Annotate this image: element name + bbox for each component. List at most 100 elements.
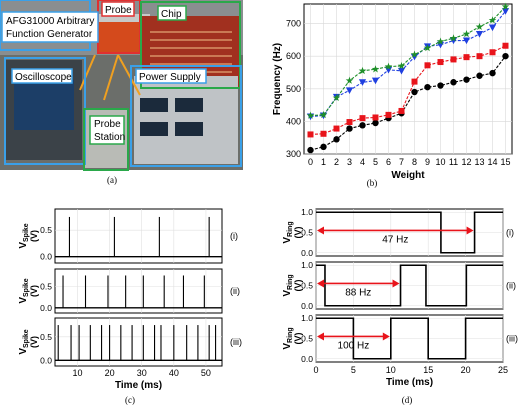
y-tick-label: 700: [286, 19, 301, 29]
series-0-point: [411, 88, 418, 96]
series-3-point: [436, 37, 445, 45]
y-axis-label-unit: (V): [293, 227, 303, 239]
photo-power-supply-device: [134, 76, 238, 164]
series-0-point: [437, 82, 444, 89]
photo-psu-display-3: [140, 122, 168, 136]
label-box-probe-station: [89, 115, 125, 145]
label-generator-line2: Function Generator: [6, 29, 93, 40]
series-1-point: [424, 62, 431, 69]
series-3-point: [332, 93, 341, 102]
series-1-point: [489, 49, 496, 56]
series-1-point: [450, 56, 457, 63]
x-axis-label: Time (ms): [386, 377, 433, 388]
subplot-tag: (ii): [230, 286, 240, 296]
series-0-point: [424, 83, 431, 91]
series-2-point: [488, 24, 497, 32]
frequency-annotation: 47 Hz: [382, 234, 408, 245]
series-0-point: [502, 52, 509, 60]
y-axis-label-main: VSpike: [18, 329, 30, 354]
label-generator-line1: AFG31000 Arbitrary: [6, 16, 94, 27]
series-1-point: [359, 115, 366, 122]
series-1-point: [476, 53, 483, 60]
frequency-annotation: 88 Hz: [345, 287, 371, 298]
series-2-point: [397, 67, 406, 75]
y-axis-label-group: VRing (V): [282, 221, 303, 243]
period-arrow-head-left: [317, 332, 324, 341]
series-2-point: [358, 79, 367, 86]
series-3-line: [310, 6, 506, 117]
label-box-power-supply: [135, 68, 207, 84]
x-tick-label: 2: [334, 157, 339, 167]
series-3-point: [488, 16, 497, 24]
y-tick-label: 0.5: [40, 332, 52, 342]
label-box-generator: [1, 11, 99, 43]
x-tick-label: 7: [399, 157, 404, 167]
frame-chip: [140, 1, 241, 89]
period-arrow-head-left: [317, 279, 324, 288]
series-0-point: [333, 136, 340, 143]
y-tick-label: 600: [286, 51, 301, 61]
y-tick-label: 0.0: [301, 248, 313, 258]
y-axis-label-group: VSpike (V): [18, 278, 39, 303]
x-tick-label: 13: [474, 157, 484, 167]
series-2-line: [310, 10, 506, 118]
x-tick-label: 6: [386, 157, 391, 167]
series-1-point: [385, 111, 392, 118]
series-2-point: [345, 87, 354, 95]
series-3-point: [306, 111, 315, 119]
y-tick-label: 0.5: [301, 334, 313, 344]
series-0-point: [346, 125, 353, 132]
y-tick-label: 300: [286, 149, 301, 159]
y-tick-label: 500: [286, 84, 301, 94]
y-axis-label-unit: (V): [29, 336, 39, 348]
series-0-point: [307, 146, 314, 154]
x-tick-label: 0: [308, 157, 313, 167]
series-0-point: [450, 79, 457, 86]
x-tick-label: 10: [386, 365, 396, 375]
series-1-point: [307, 131, 314, 138]
series-3-point: [358, 66, 367, 75]
subplot-tag: (iii): [506, 334, 518, 344]
series-0-point: [489, 69, 496, 77]
ring-waveform: [316, 264, 503, 307]
x-tick-label: 5: [373, 157, 378, 167]
y-axis-label-unit: (V): [29, 230, 39, 242]
photo-cable-3: [117, 54, 141, 96]
series-2-point: [462, 37, 471, 45]
period-arrow-head-left: [317, 226, 324, 235]
y-tick-label: 0.0: [40, 355, 52, 365]
series-1-point: [463, 54, 470, 61]
ring-waveform: [316, 317, 503, 360]
y-tick-label: 1.0: [301, 207, 313, 217]
series-2-point: [371, 77, 380, 85]
x-axis-label: Time (ms): [115, 380, 162, 391]
photo-psu-display-4: [175, 122, 203, 136]
series-1-point: [346, 119, 353, 126]
x-tick-label: 30: [137, 368, 147, 378]
series-2-point: [475, 31, 484, 38]
x-tick-label: 0: [313, 365, 318, 375]
x-tick-label: 25: [498, 365, 508, 375]
y-axis-label-group: VSpike (V): [18, 223, 39, 248]
subplot-tag: (i): [230, 231, 238, 241]
series-1-point: [333, 125, 340, 132]
x-tick-label: 9: [425, 157, 430, 167]
period-arrow-head-right: [382, 332, 390, 341]
lab-photo: AFG31000 Arbitrary Function Generator Pr…: [0, 0, 243, 171]
series-0-point: [372, 119, 379, 127]
x-tick-label: 10: [435, 157, 445, 167]
photo-oscilloscope-screen: [14, 80, 74, 130]
series-3-point: [345, 76, 354, 84]
x-tick-label: 12: [461, 157, 471, 167]
y-axis-label-main: VSpike: [18, 223, 30, 248]
series-3-point: [397, 61, 406, 70]
y-tick-label: 0.5: [40, 225, 52, 235]
series-3-point: [410, 50, 419, 58]
y-axis-label-unit: (V): [29, 285, 39, 297]
y-axis-label-unit: (V): [293, 280, 303, 292]
subplot-tag: (ii): [506, 281, 516, 291]
label-chip: Chip: [161, 9, 182, 20]
